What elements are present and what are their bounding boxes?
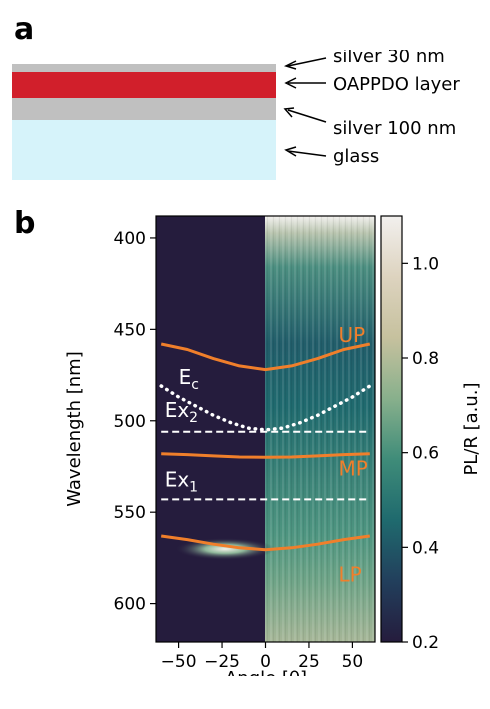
x-tick-label: −25 <box>204 652 240 672</box>
lp-emission-glow <box>175 538 275 560</box>
panel-a-letter: a <box>14 12 35 47</box>
y-tick-label: 550 <box>114 503 146 523</box>
silver-30nm-layer <box>12 64 276 72</box>
layer-stack-diagram: silver 30 nm OAPPDO layer silver 100 nm … <box>12 50 460 180</box>
measured-stripes <box>265 216 375 642</box>
oappdo-layer <box>12 72 276 98</box>
arrow-oappdo <box>284 77 326 89</box>
series-ec-line <box>159 384 372 432</box>
label-glass: glass <box>333 146 379 167</box>
y-axis-label: Wavelength [nm] <box>64 351 85 507</box>
arrow-glass <box>284 146 327 157</box>
colorbar-tick-label: 0.6 <box>412 444 439 464</box>
series-lp-line <box>160 534 371 552</box>
colorbar-tick-label: 0.2 <box>412 633 439 653</box>
colorbar <box>380 215 403 643</box>
x-tick-label: 25 <box>298 652 320 672</box>
label-silver-100nm: silver 100 nm <box>333 118 456 139</box>
colorbar-tick-label: 0.4 <box>412 538 439 558</box>
colorbar-tick-label: 1.0 <box>412 254 439 274</box>
series-up-line <box>160 342 371 372</box>
label-silver-30nm: silver 30 nm <box>333 50 445 67</box>
y-tick-label: 450 <box>114 320 146 340</box>
arrow-silver-30 <box>283 57 327 70</box>
y-tick-label: 400 <box>114 229 146 249</box>
annotation-up: UP <box>339 323 366 347</box>
x-tick-label: 0 <box>260 652 271 672</box>
plot-area <box>156 216 375 642</box>
annotation-lp: LP <box>339 563 362 587</box>
annotation-mp: MP <box>339 457 368 481</box>
colorbar-tick-label: 0.8 <box>412 349 439 369</box>
x-axis-label: Angle [θ] <box>225 668 307 676</box>
panel-b-letter: b <box>14 206 36 241</box>
silver-100nm-layer <box>12 98 276 120</box>
y-tick-label: 600 <box>114 595 146 615</box>
x-tick-label: −50 <box>161 652 197 672</box>
glass-layer <box>12 120 276 180</box>
label-oappdo-layer: OAPPDO layer <box>333 74 460 95</box>
arrow-silver-100 <box>283 107 327 123</box>
y-tick-label: 500 <box>114 412 146 432</box>
x-tick-label: 50 <box>342 652 364 672</box>
colorbar-label: PL/R [a.u.] <box>461 382 482 475</box>
series-mp-line <box>161 452 370 459</box>
